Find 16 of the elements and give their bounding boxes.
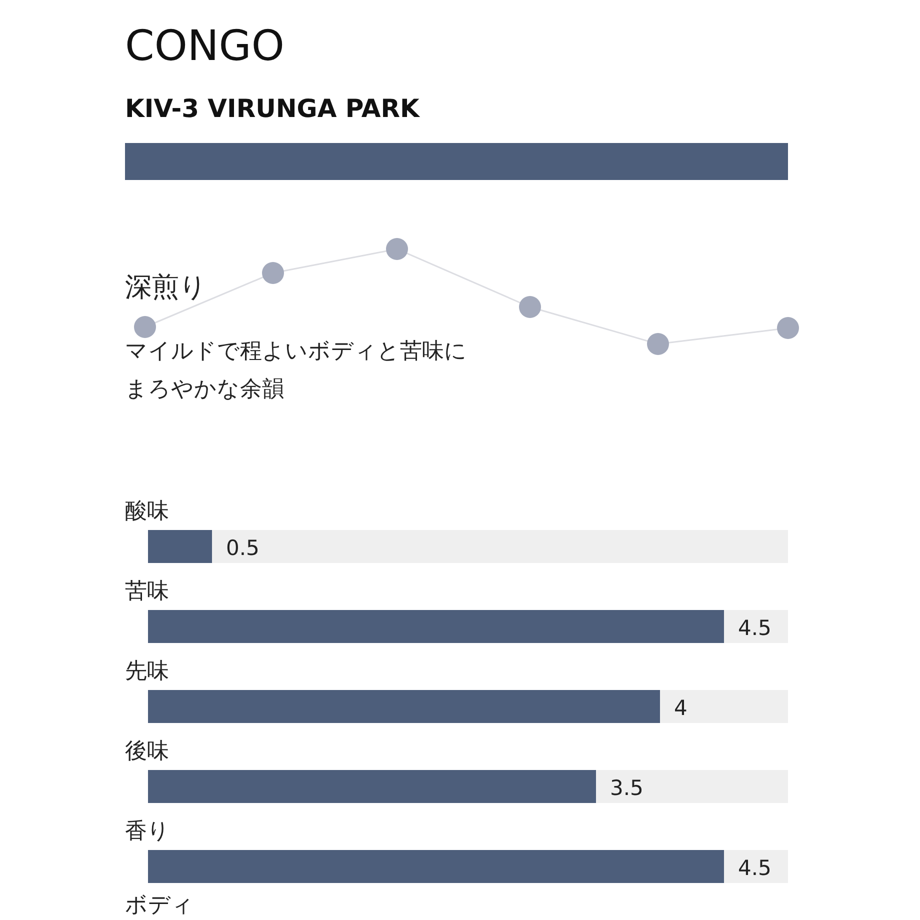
text: マイルドで程よいボディと苦味にまろやかな余韻 xyxy=(125,338,468,404)
text: 深煎り xyxy=(125,272,207,303)
category-label: ボディ xyxy=(125,893,194,918)
data-label: 3.5 xyxy=(610,776,644,800)
data-label: 4 xyxy=(674,696,688,720)
data-label: 4.5 xyxy=(738,856,772,880)
category-label: 後味 xyxy=(125,739,169,764)
data-label: 0.5 xyxy=(226,536,260,560)
bar xyxy=(148,530,212,563)
text: CONGO xyxy=(125,21,284,70)
text: KIV-3 VIRUNGA PARK xyxy=(125,94,421,123)
data-label: 4.5 xyxy=(738,616,772,640)
category-label: 酸味 xyxy=(125,499,169,524)
category-label: 苦味 xyxy=(125,579,169,604)
category-label: 香り xyxy=(125,819,170,844)
category-label: 先味 xyxy=(125,659,169,684)
